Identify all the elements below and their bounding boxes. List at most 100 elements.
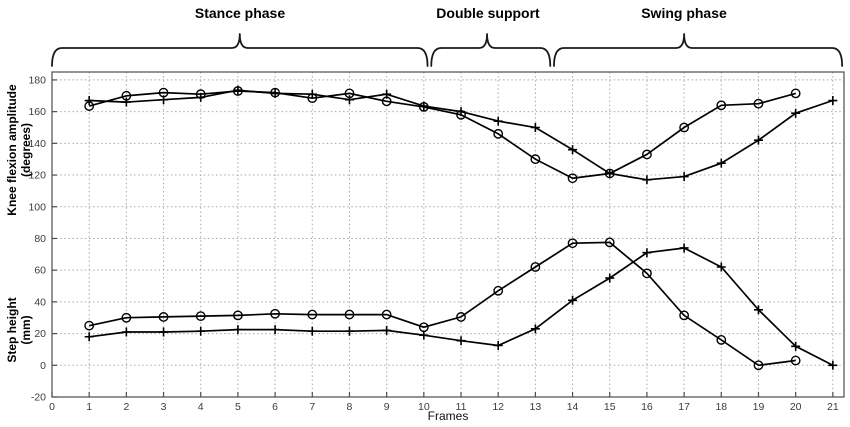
y-axis-label-step-height: Step height (mm) [5, 250, 33, 410]
plus-marker [121, 327, 131, 337]
x-tick-label: 16 [641, 401, 653, 413]
circle-marker [716, 335, 727, 345]
plus-marker [307, 326, 317, 336]
plus-marker [568, 295, 578, 305]
x-tick-label: 11 [456, 401, 467, 413]
circle-marker [84, 320, 95, 331]
gridlines [52, 72, 844, 397]
plus-marker [679, 172, 689, 182]
x-tick-label: 7 [309, 401, 315, 413]
circle-marker [195, 311, 206, 322]
plus-marker [679, 243, 689, 253]
plus-marker [270, 325, 280, 335]
series-step-height-circle [84, 237, 801, 371]
circle-marker [604, 237, 615, 248]
plus-marker [159, 95, 169, 105]
circle-marker [493, 285, 504, 296]
x-axis-label: Frames [427, 409, 469, 423]
plus-marker [121, 97, 131, 107]
plus-marker [344, 95, 354, 105]
circle-marker [493, 128, 504, 139]
y-tick-label: 60 [34, 265, 46, 277]
plus-marker [233, 85, 243, 95]
circle-marker [121, 312, 132, 323]
plus-marker [791, 108, 801, 118]
plus-marker [716, 262, 726, 272]
phase-label-double-support: Double support [436, 5, 540, 21]
plus-marker [530, 324, 540, 334]
x-tick-label: 17 [678, 401, 690, 413]
circle-marker [753, 360, 764, 371]
plus-marker [84, 332, 94, 342]
phase-braces [51, 33, 844, 67]
y-tick-label: 80 [34, 233, 46, 245]
phase-label-swing: Swing phase [641, 5, 727, 21]
circle-marker [307, 309, 318, 320]
y-axis-label-knee-flexion-line1: Knee flexion amplitude [5, 84, 19, 216]
plot-box [51, 71, 845, 398]
x-tick-label: 14 [567, 401, 579, 413]
circle-marker [456, 312, 466, 322]
plus-marker [828, 96, 838, 106]
plus-marker [196, 326, 206, 336]
circle-marker [530, 154, 541, 165]
phase-brace [553, 33, 844, 67]
plus-marker [530, 122, 540, 132]
circle-marker [233, 310, 243, 321]
y-tick-label: 0 [40, 360, 46, 372]
y-tick-label: -20 [31, 392, 46, 404]
y-axis-label-knee-flexion-line2: (degrees) [19, 122, 33, 178]
series-knee-flexion-plus [84, 85, 838, 185]
series-knee-flexion-circle [84, 86, 801, 184]
circle-marker [567, 173, 578, 184]
plus-marker [159, 327, 169, 337]
y-tick-label: 160 [28, 106, 46, 118]
x-tick-label: 8 [347, 401, 353, 413]
x-tick-label: 4 [198, 401, 204, 413]
circle-marker [790, 88, 801, 99]
y-tick-label: 180 [28, 74, 46, 86]
plus-marker [196, 92, 206, 102]
plus-marker [270, 88, 280, 98]
plus-marker [456, 336, 466, 346]
x-tick-label: 13 [530, 401, 542, 413]
y-tick-label: 140 [28, 138, 46, 150]
plus-marker [716, 158, 726, 168]
circle-marker [530, 262, 541, 272]
plus-marker [233, 325, 243, 335]
circle-marker [642, 149, 652, 160]
x-tick-label: 20 [790, 401, 802, 413]
x-tick-label: 0 [49, 401, 55, 413]
circle-marker [270, 308, 280, 319]
plus-marker [382, 89, 392, 99]
x-tick-label: 21 [827, 401, 839, 413]
x-tick-label: 12 [492, 401, 504, 413]
plus-marker [419, 330, 429, 340]
plus-marker [382, 325, 392, 335]
x-tick-label: 15 [604, 401, 616, 413]
axis-ticks [51, 79, 834, 398]
plus-marker [791, 341, 801, 351]
plus-marker [493, 116, 503, 126]
plus-marker [642, 248, 652, 258]
circle-marker [753, 98, 764, 109]
circle-marker [679, 310, 690, 321]
plus-marker [605, 273, 615, 283]
plus-marker [493, 340, 503, 350]
circle-marker [642, 268, 652, 279]
plus-marker [344, 326, 354, 336]
plus-marker [84, 96, 94, 106]
x-tick-label: 10 [418, 401, 430, 413]
y-tick-label: 20 [34, 328, 46, 340]
circle-marker [158, 312, 169, 322]
circle-marker [344, 309, 355, 320]
y-tick-label: 40 [34, 296, 46, 308]
y-axis-label-knee-flexion: Knee flexion amplitude (degrees) [5, 40, 33, 260]
circle-marker [716, 100, 727, 111]
plus-marker [419, 101, 429, 111]
phase-label-stance: Stance phase [194, 5, 286, 21]
circle-marker [381, 309, 392, 320]
phase-brace [51, 33, 429, 67]
series-step-height-plus [84, 243, 838, 370]
